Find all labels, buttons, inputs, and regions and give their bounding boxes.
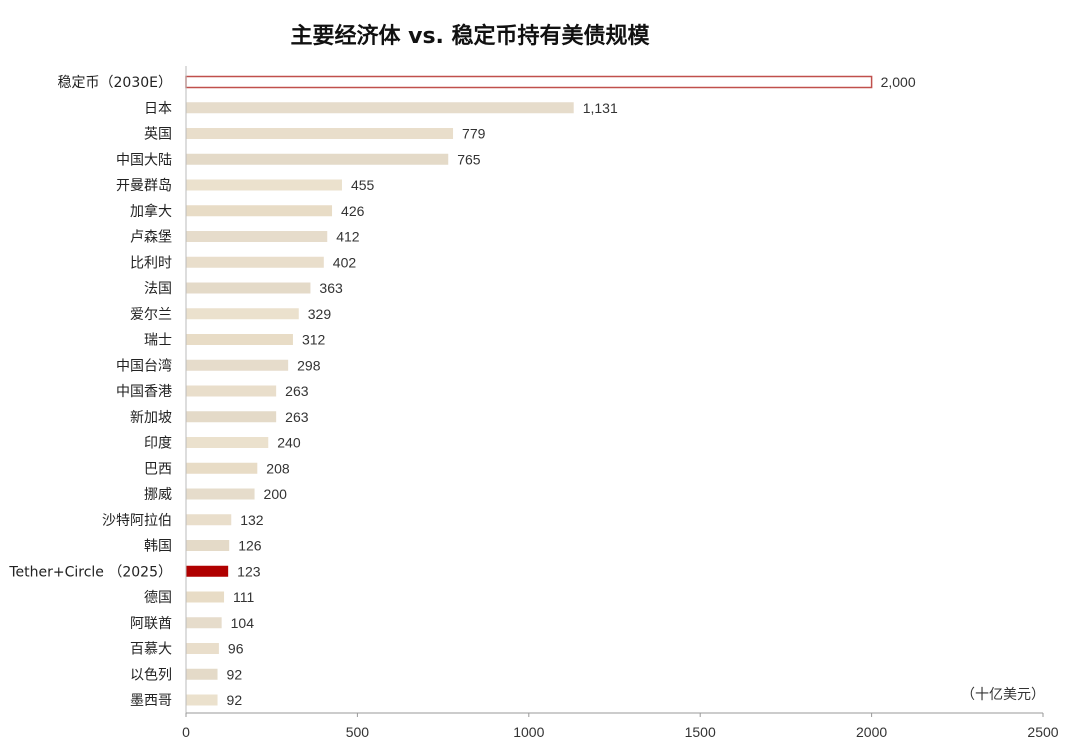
x-tick-label-4: 2000 — [856, 724, 887, 740]
value-label-10: 312 — [302, 332, 326, 348]
value-label-5: 426 — [341, 203, 365, 219]
value-label-14: 240 — [277, 435, 301, 451]
bar-13 — [186, 411, 277, 423]
chart-title: 主要经济体 vs. 稳定币持有美债规模 — [290, 24, 650, 49]
value-label-11: 298 — [297, 357, 321, 373]
category-label-23: 以色列 — [130, 666, 172, 683]
bar-24 — [186, 694, 218, 706]
category-label-4: 开曼群岛 — [116, 178, 172, 194]
category-label-7: 比利时 — [130, 255, 172, 271]
bar-21 — [186, 617, 222, 629]
value-label-4: 455 — [351, 177, 375, 193]
bar-4 — [186, 179, 342, 191]
x-tick-label-0: 0 — [182, 724, 190, 740]
bar-14 — [186, 437, 269, 448]
category-label-1: 日本 — [144, 101, 172, 117]
bar-11 — [186, 359, 289, 371]
category-label-21: 阿联酋 — [130, 615, 172, 632]
category-label-12: 中国香港 — [116, 384, 172, 400]
category-label-9: 爱尔兰 — [130, 307, 172, 323]
value-label-6: 412 — [336, 229, 360, 245]
bar-9 — [186, 308, 299, 320]
category-label-18: 韩国 — [144, 539, 172, 555]
category-label-11: 中国台湾 — [116, 357, 172, 374]
bar-22 — [186, 643, 219, 654]
value-label-18: 126 — [238, 538, 262, 554]
bar-3 — [186, 153, 449, 165]
x-tick-label-1: 500 — [346, 724, 370, 740]
value-label-7: 402 — [333, 254, 357, 270]
value-label-21: 104 — [231, 615, 255, 631]
category-label-14: 印度 — [144, 436, 172, 452]
value-label-19: 123 — [237, 563, 261, 579]
category-label-8: 法国 — [144, 281, 172, 297]
bar-8 — [186, 282, 311, 294]
value-label-22: 96 — [228, 641, 244, 657]
bar-15 — [186, 462, 258, 474]
x-tick-label-2: 1000 — [513, 724, 544, 740]
bar-17 — [186, 514, 232, 526]
bar-2 — [186, 128, 454, 139]
bar-19 — [186, 565, 229, 577]
category-label-3: 中国大陆 — [116, 152, 172, 168]
bar-18 — [186, 540, 230, 551]
bar-1 — [186, 102, 574, 114]
value-label-24: 92 — [227, 692, 243, 708]
category-label-0: 稳定币（2030E） — [58, 75, 172, 91]
bar-5 — [186, 205, 333, 217]
value-label-20: 111 — [233, 589, 254, 605]
category-label-22: 百慕大 — [130, 642, 172, 658]
value-label-8: 363 — [319, 280, 343, 296]
bar-20 — [186, 591, 225, 603]
value-label-16: 200 — [264, 486, 288, 502]
value-label-17: 132 — [240, 512, 264, 528]
value-label-3: 765 — [457, 151, 481, 167]
value-label-15: 208 — [266, 460, 290, 476]
bar-0 — [185, 75, 873, 89]
category-label-5: 加拿大 — [130, 203, 172, 220]
category-label-16: 挪威 — [144, 487, 172, 503]
category-label-24: 墨西哥 — [130, 693, 172, 709]
value-label-13: 263 — [285, 409, 309, 425]
value-label-2: 779 — [462, 126, 486, 142]
bar-12 — [186, 385, 277, 397]
category-label-15: 巴西 — [144, 461, 172, 477]
category-label-2: 英国 — [144, 126, 172, 143]
category-label-20: 德国 — [144, 590, 172, 606]
value-label-1: 1,131 — [583, 100, 618, 116]
bar-16 — [186, 488, 255, 500]
value-label-23: 92 — [227, 666, 243, 682]
unit-label: （十亿美元） — [961, 687, 1045, 703]
category-label-10: 瑞士 — [144, 333, 172, 349]
value-label-9: 329 — [308, 306, 332, 322]
category-label-13: 新加坡 — [130, 410, 172, 426]
bar-10 — [186, 334, 293, 345]
category-label-6: 卢森堡 — [130, 230, 172, 246]
bar-6 — [186, 231, 328, 242]
bar-23 — [186, 668, 218, 680]
bar-7 — [186, 256, 324, 268]
value-label-12: 263 — [285, 383, 309, 399]
category-label-19: Tether+Circle （2025） — [8, 564, 172, 580]
x-tick-label-5: 2500 — [1027, 724, 1058, 740]
value-label-0: 2,000 — [881, 74, 916, 90]
x-tick-label-3: 1500 — [685, 724, 716, 740]
category-label-17: 沙特阿拉伯 — [102, 513, 172, 529]
